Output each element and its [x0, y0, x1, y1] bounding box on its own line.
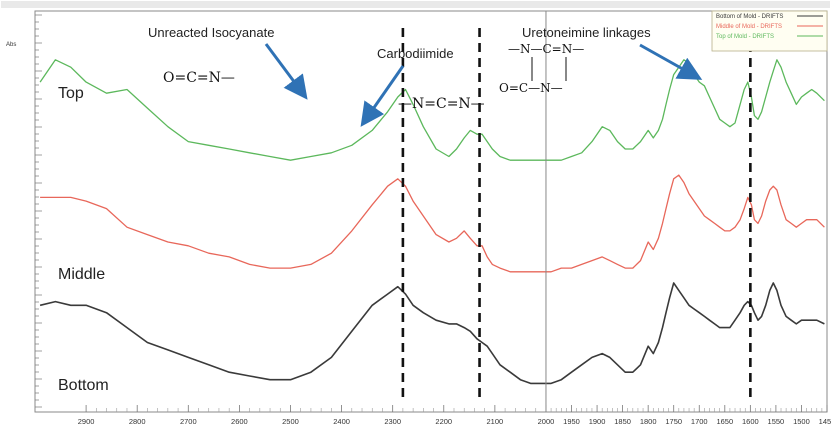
x-tick-label: 2500: [282, 417, 299, 426]
x-tick-label: 2400: [333, 417, 350, 426]
x-tick-label: 2700: [180, 417, 197, 426]
x-tick-label: 1600: [742, 417, 759, 426]
guide-lines: [401, 11, 752, 412]
annotation-uretoneimine-label: Uretoneimine linkages: [522, 25, 651, 40]
x-tick-label: 2900: [78, 417, 95, 426]
x-tick-label: 1450: [819, 417, 831, 426]
trace-label-top: Top: [58, 85, 84, 102]
legend-entry-top: Top of Mold - DRIFTS: [716, 34, 774, 40]
x-tick-label: 2600: [231, 417, 248, 426]
x-tick-label: 1650: [716, 417, 733, 426]
x-axis-ticks: 2900 2800 2700 2600 2500 2400 2300 2200 2100 2000…: [78, 405, 831, 426]
annotation-isocyanate-formula: O=C=N—: [163, 70, 235, 86]
x-tick-label: 2300: [384, 417, 401, 426]
x-tick-label: 1700: [691, 417, 708, 426]
x-tick-label: 1550: [768, 417, 785, 426]
series-line-top: [39, 59, 825, 161]
plot-frame: [34, 10, 828, 413]
x-tick-label: 2800: [129, 417, 146, 426]
legend: Bottom of Mold - DRIFTS Middle of Mold -…: [711, 10, 828, 52]
arrow-uretoneimine: [639, 43, 703, 80]
annotation-carbodiimide-formula: —N=C=N—: [398, 96, 485, 112]
x-tick-label: 1800: [640, 417, 657, 426]
x-tick-label: 1950: [563, 417, 580, 426]
trace-label-middle: Middle: [58, 266, 105, 283]
annotation-uretoneimine-formula-bottom: O=C—N—: [499, 81, 563, 95]
x-tick-label: 1500: [793, 417, 810, 426]
legend-entry-bottom: Bottom of Mold - DRIFTS: [716, 14, 783, 20]
y-axis-label: Abs: [6, 42, 16, 48]
arrow-carbodiimide: [360, 65, 405, 127]
annotation-uretoneimine-formula-top: —N—C=N—: [508, 42, 584, 56]
top-toolbar-strip: [1, 1, 830, 8]
x-tick-label: 1900: [589, 417, 606, 426]
legend-entry-middle: Middle of Mold - DRIFTS: [716, 24, 782, 30]
x-tick-label: 2200: [435, 417, 452, 426]
y-axis-ticks: [35, 14, 42, 408]
x-tick-label: 1850: [614, 417, 631, 426]
annotation-isocyanate-label: Unreacted Isocyanate: [148, 25, 274, 40]
series-layer: [39, 59, 825, 385]
x-tick-label: 2000: [538, 417, 555, 426]
series-line-bottom: [39, 282, 825, 385]
trace-label-bottom: Bottom: [58, 377, 109, 394]
x-tick-label: 1750: [665, 417, 682, 426]
x-tick-label: 2100: [487, 417, 504, 426]
legend-box: [711, 10, 828, 52]
annotation-carbodiimide-label: Carbodiimide: [377, 46, 454, 61]
series-line-middle: [40, 174, 825, 273]
arrow-isocyanate: [264, 43, 308, 100]
